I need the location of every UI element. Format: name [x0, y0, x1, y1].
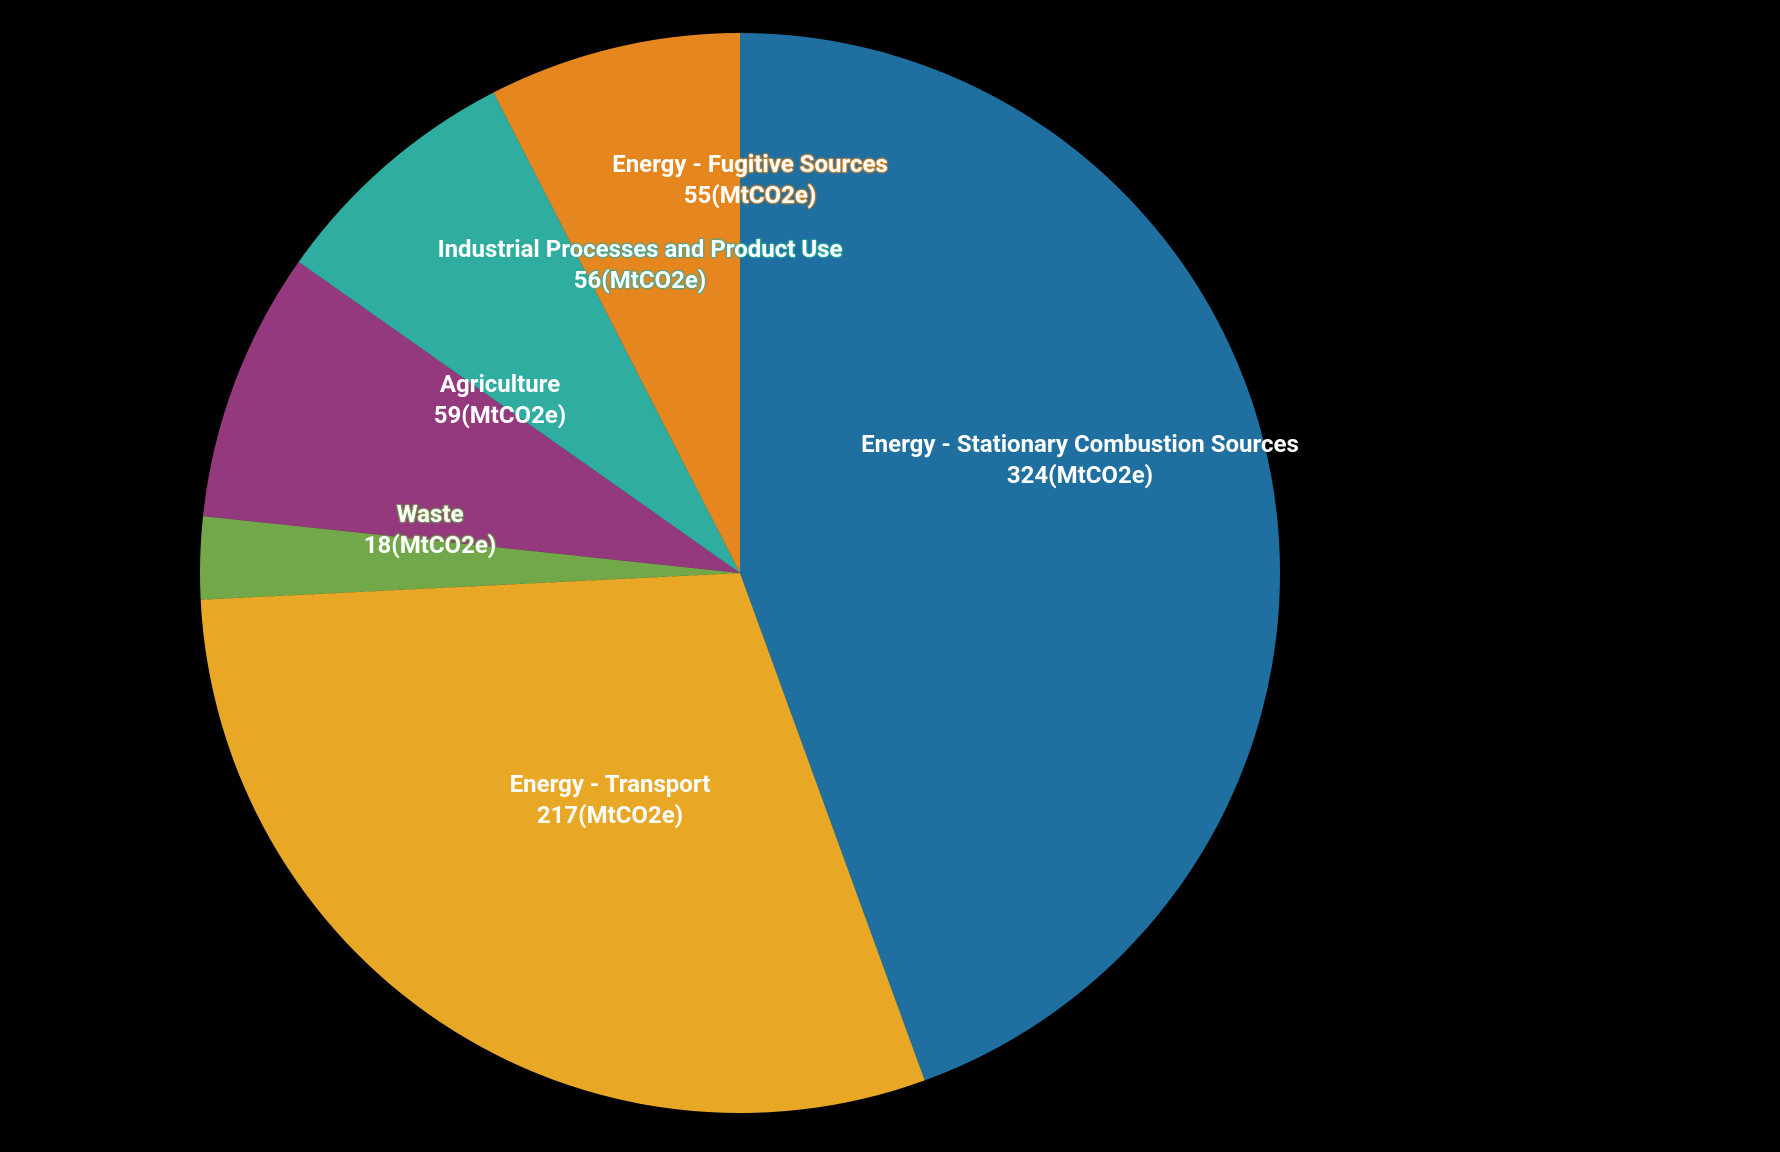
pie-chart-container	[0, 0, 1780, 1152]
pie-chart-svg	[0, 0, 1780, 1148]
